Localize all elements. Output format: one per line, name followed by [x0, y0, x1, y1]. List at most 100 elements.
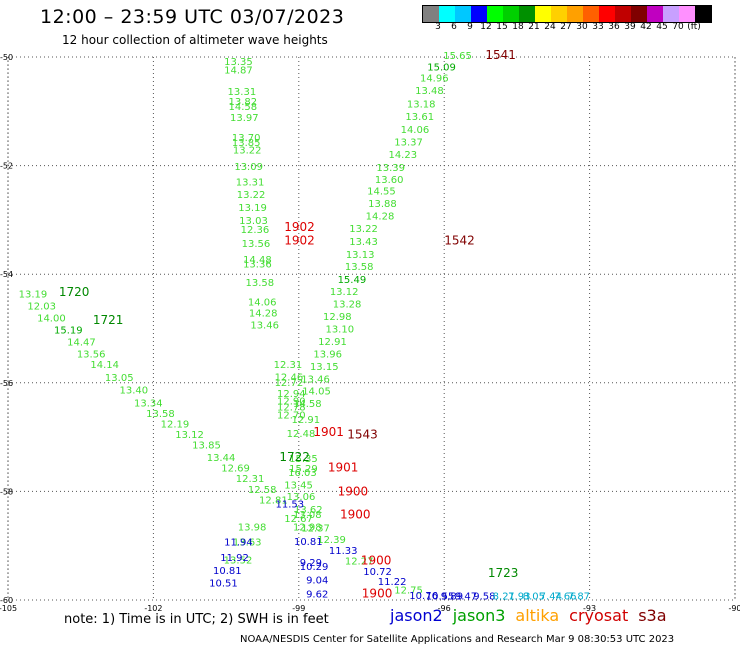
swh-value-label: 13.56: [242, 239, 271, 250]
scale-swatch: [583, 6, 599, 22]
swh-value-label: 13.46: [250, 321, 279, 332]
swh-value-label: 12.67: [284, 514, 313, 525]
swh-value-label: 13.98: [238, 522, 267, 533]
swh-value-label: 13.48: [415, 86, 444, 97]
swh-value-label: 12.98: [323, 312, 352, 323]
swh-value-label: 14.55: [367, 186, 396, 197]
x-tick-label: -105: [0, 604, 17, 613]
y-tick-label: -54: [0, 270, 13, 279]
scale-swatch: [487, 6, 503, 22]
scale-label: 42: [640, 22, 652, 32]
scale-swatch: [631, 6, 647, 22]
footnote: note: 1) Time is in UTC; 2) SWH is in fe…: [64, 612, 329, 627]
y-tick-label: -50: [0, 53, 13, 62]
swh-value-label: 12.91: [292, 415, 321, 426]
pass-time-label: 1900: [362, 586, 393, 600]
swh-value-label: 13.18: [407, 99, 436, 110]
swh-value-label: 14.96: [420, 73, 449, 84]
swh-value-label: 7.44: [540, 591, 562, 602]
satellite-legend: jason2 jason3 altika cryosat s3a: [390, 606, 667, 625]
scale-swatch: [599, 6, 615, 22]
swh-value-label: 12.69: [221, 463, 250, 474]
pass-time-label: 1901: [328, 460, 359, 474]
swh-value-label: 13.44: [207, 453, 236, 464]
swh-value-label: 12.19: [161, 419, 190, 430]
swh-value-label: 7.93: [508, 591, 530, 602]
swh-value-label: 14.06: [248, 298, 277, 309]
legend-entry: jason3: [452, 606, 506, 625]
y-tick-label: -60: [0, 596, 13, 605]
scale-label: 45: [656, 22, 668, 32]
scale-label: 33: [592, 22, 604, 32]
swh-value-label: 15.35: [289, 454, 318, 465]
swh-value-label: 12.58: [248, 485, 277, 496]
scale-swatch: [471, 6, 487, 22]
swh-value-label: 12.91: [318, 337, 347, 348]
swh-value-label: 13.12: [330, 287, 359, 298]
legend-entry: jason2: [390, 606, 443, 625]
swh-value-label: 12.94: [277, 389, 306, 400]
color-scale-labels: 3 6 9 12 15 18 21 24 27 30 33 36 39 42 45 70 (ft): [422, 22, 740, 34]
swh-value-label: 13.03: [239, 216, 268, 227]
swh-value-label: 13.43: [349, 237, 378, 248]
scale-swatch: [695, 6, 711, 22]
swh-value-label: 13.85: [192, 441, 221, 452]
swh-value-label: 13.39: [376, 163, 405, 174]
scale-label: (ft): [687, 22, 701, 32]
swh-value-label: 11.94: [224, 538, 253, 549]
swh-value-label: 13.62: [294, 505, 323, 516]
swh-value-label: 13.63: [233, 538, 262, 549]
swh-value-label: 13.40: [119, 386, 148, 397]
swh-value-label: 9.89: [441, 591, 463, 602]
legend-entry: cryosat: [569, 606, 629, 625]
scale-label: 39: [624, 22, 636, 32]
swh-value-label: 12.48: [287, 429, 316, 440]
swh-value-label: 7.66: [554, 591, 576, 602]
swh-value-label: 9.62: [306, 589, 328, 600]
swh-value-label: 12.98: [293, 522, 322, 533]
chart-title: 12:00 – 23:59 UTC 03/07/2023: [40, 6, 345, 28]
swh-value-label: 9.04: [306, 576, 328, 587]
pass-time-label: 1901: [313, 425, 344, 439]
swh-value-label: 14.58: [229, 102, 258, 113]
pass-time-label: 1902: [284, 220, 315, 234]
scale-label: 36: [608, 22, 620, 32]
swh-value-label: 14.23: [388, 150, 417, 161]
x-tick-label: -99: [292, 604, 305, 613]
swh-value-label: 15.49: [338, 275, 367, 286]
swh-value-label: 14.14: [90, 360, 119, 371]
scale-label: 15: [496, 22, 508, 32]
swh-value-label: 13.19: [19, 290, 48, 301]
x-tick-label: -96: [438, 604, 451, 613]
swh-value-label: 13.08: [293, 510, 322, 521]
scale-label: 9: [467, 22, 473, 32]
swh-value-label: 8.05: [523, 591, 545, 602]
swh-value-label: 15.65: [443, 51, 472, 62]
scale-swatch: [455, 6, 471, 22]
scale-swatch: [439, 6, 455, 22]
plot-frame: [7, 56, 736, 601]
scale-label: 27: [560, 22, 572, 32]
swh-value-label: 13.22: [233, 146, 262, 157]
scale-swatch: [679, 6, 695, 22]
swh-value-label: 13.36: [243, 260, 272, 271]
scale-label: 21: [528, 22, 540, 32]
scale-label: 18: [512, 22, 524, 32]
scale-swatch: [535, 6, 551, 22]
swh-value-label: 10.76: [409, 591, 438, 602]
scale-label: 24: [544, 22, 556, 32]
swh-value-label: 13.70: [232, 133, 261, 144]
swh-value-label: 11.22: [378, 577, 407, 588]
pass-time-label: 1900: [338, 485, 369, 499]
swh-value-label: 12.46: [275, 373, 304, 384]
swh-value-label: 10.81: [213, 566, 242, 577]
swh-value-label: 13.10: [325, 324, 354, 335]
swh-value-label: 12.70: [277, 411, 306, 422]
credit-footer: NOAA/NESDIS Center for Satellite Applica…: [240, 634, 675, 645]
pass-time-label: 1721: [93, 313, 124, 327]
swh-value-label: 14.48: [243, 255, 272, 266]
swh-value-label: 13.58: [146, 409, 175, 420]
swh-value-label: 13.06: [287, 492, 316, 503]
x-tick-label: -90: [728, 604, 740, 613]
